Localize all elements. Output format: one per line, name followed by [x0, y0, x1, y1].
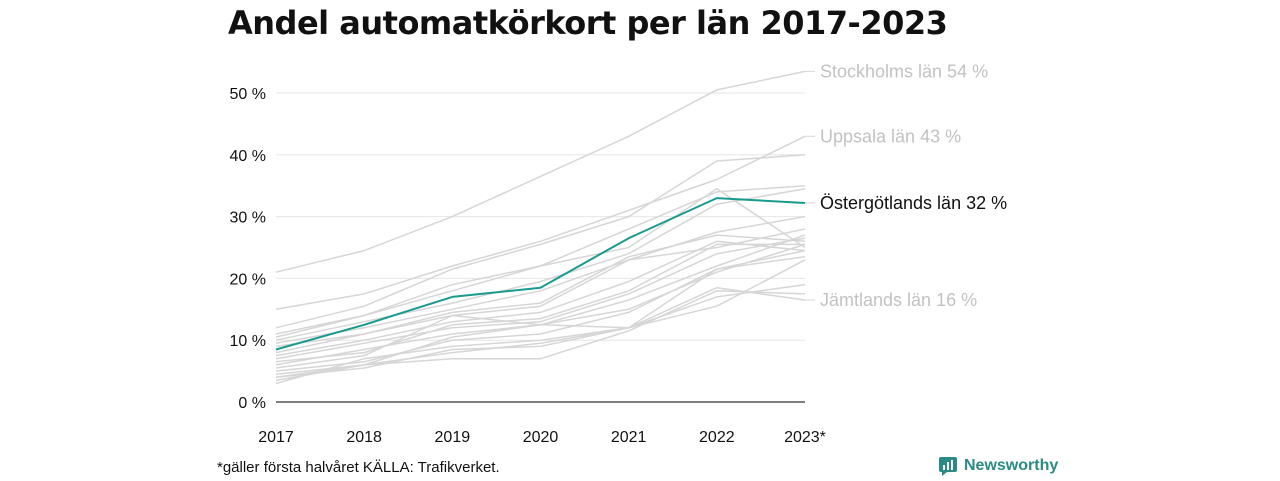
series-lines	[275, 70, 806, 385]
series-line-län-8	[275, 188, 806, 341]
y-tick-label: 20 %	[230, 271, 266, 288]
line-chart: 0 % 10 % 20 % 30 % 40 % 50 % 2017 2018 2019 2020…	[230, 61, 1008, 446]
x-tick-label: 2022	[699, 429, 735, 446]
series-end-label: Östergötlands län 32 %	[820, 193, 1007, 213]
series-line-län-13	[275, 237, 806, 360]
y-tick-label: 0 %	[238, 395, 266, 412]
series-line-län-5	[275, 154, 806, 329]
brand-name: Newsworthy	[964, 457, 1059, 474]
y-tick-label: 10 %	[230, 333, 266, 350]
series-line-län-9	[275, 215, 806, 345]
page-title: Andel automatkörkort per län 2017-2023	[228, 4, 948, 42]
x-tick-label: 2021	[611, 429, 647, 446]
y-tick-label: 30 %	[230, 210, 266, 227]
series-line-stockholms-län	[275, 70, 806, 273]
series-end-label: Jämtlands län 16 %	[820, 290, 977, 310]
y-axis: 0 % 10 % 20 % 30 % 40 % 50 %	[230, 86, 266, 412]
y-tick-label: 50 %	[230, 86, 266, 103]
x-tick-label: 2018	[346, 429, 382, 446]
series-line-län-21	[275, 243, 805, 363]
grid-lines	[276, 92, 805, 403]
x-tick-label: 2020	[523, 429, 559, 446]
brand-logo[interactable]: Newsworthy	[938, 456, 1058, 476]
x-tick-label: 2017	[258, 429, 294, 446]
series-line-uppsala-län	[275, 135, 806, 311]
series-line-östergötlands-län	[275, 197, 806, 351]
series-line-län-20	[275, 249, 806, 379]
series-line-län-12	[275, 240, 806, 357]
x-tick-label: 2019	[435, 429, 471, 446]
series-line-län-19	[275, 259, 806, 385]
y-tick-label: 40 %	[230, 148, 266, 165]
series-line-län-18	[275, 290, 806, 382]
series-end-label: Stockholms län 54 %	[820, 61, 988, 81]
x-axis: 2017 2018 2019 2020 2021 2022 2023*	[258, 429, 826, 446]
footnote-source: *gäller första halvåret KÄLLA: Trafikver…	[217, 459, 500, 476]
series-end-labels: Stockholms län 54 % Uppsala län 43 % Öster…	[805, 61, 1007, 310]
series-end-label: Uppsala län 43 %	[820, 126, 961, 146]
x-tick-label: 2023*	[784, 429, 826, 446]
series-line-län-6	[275, 184, 806, 338]
series-line-län-7	[275, 188, 806, 335]
newsworthy-logo-icon	[938, 456, 958, 476]
series-line-län-11	[275, 228, 806, 354]
